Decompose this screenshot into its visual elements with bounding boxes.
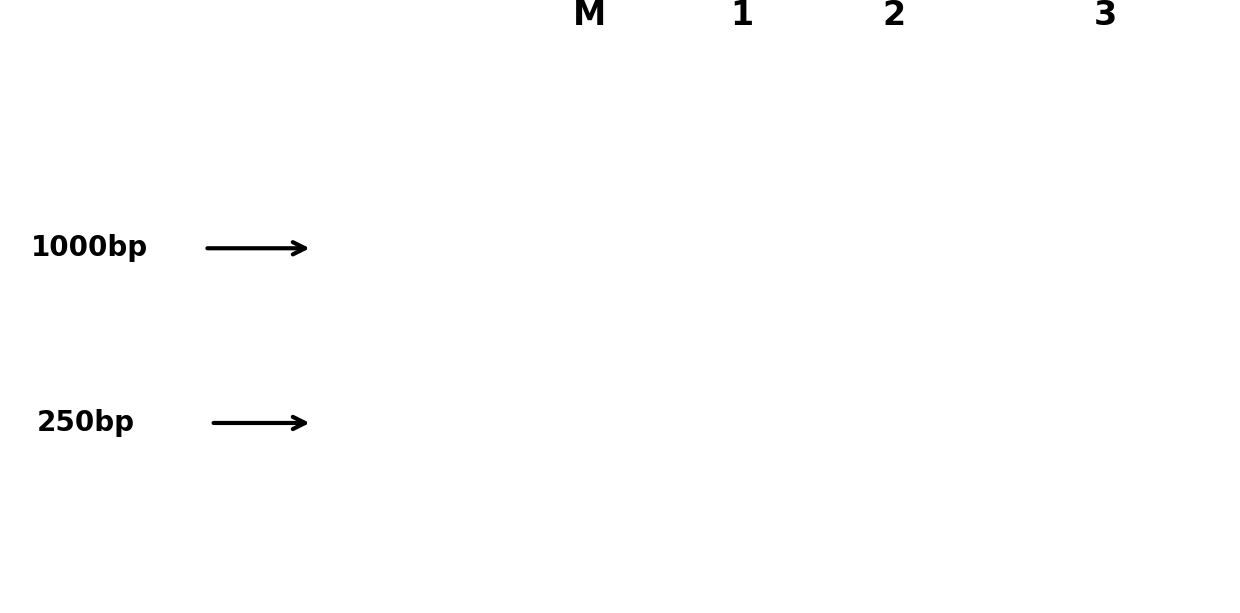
- FancyBboxPatch shape: [553, 88, 626, 122]
- Text: 3: 3: [1094, 0, 1117, 32]
- FancyBboxPatch shape: [689, 210, 795, 246]
- Text: 1000bp: 1000bp: [31, 234, 148, 262]
- Text: 2: 2: [883, 0, 905, 32]
- FancyBboxPatch shape: [836, 210, 960, 246]
- Text: M: M: [573, 0, 606, 32]
- FancyBboxPatch shape: [553, 191, 626, 225]
- FancyBboxPatch shape: [1049, 362, 1163, 397]
- FancyBboxPatch shape: [553, 311, 626, 345]
- FancyBboxPatch shape: [553, 228, 626, 262]
- FancyBboxPatch shape: [553, 400, 626, 434]
- FancyBboxPatch shape: [553, 150, 626, 185]
- Text: 1: 1: [730, 0, 754, 32]
- FancyBboxPatch shape: [689, 360, 795, 394]
- Text: 250bp: 250bp: [37, 409, 135, 437]
